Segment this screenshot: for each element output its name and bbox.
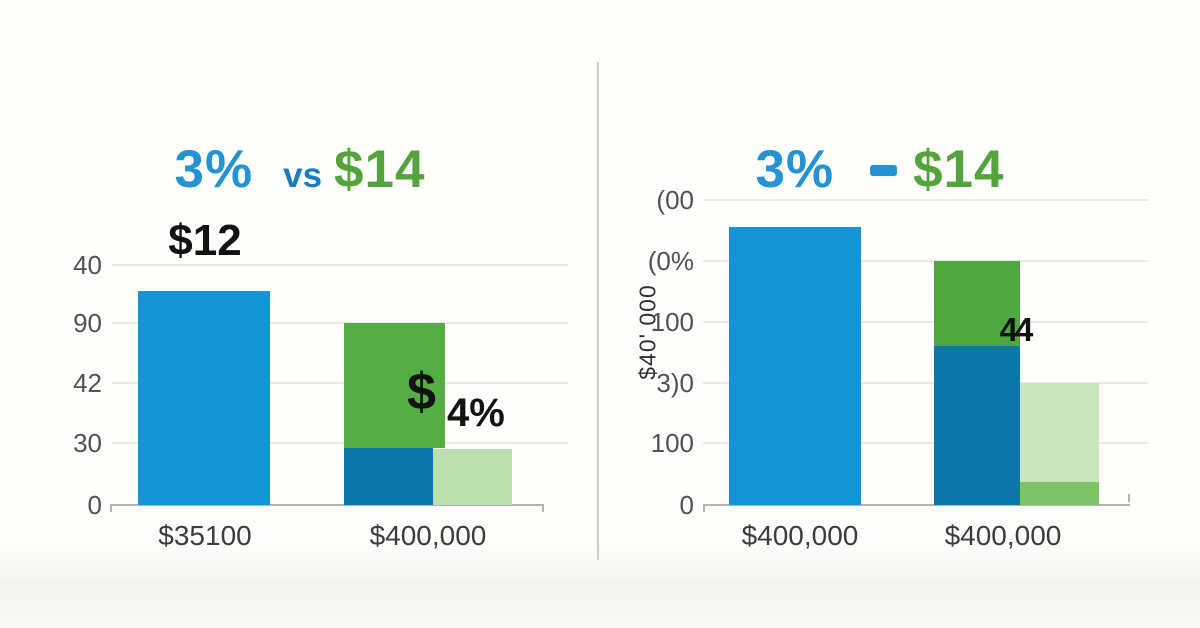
y-tick-label: 100 [650, 307, 694, 337]
gridline [703, 442, 1148, 444]
left-title-vs: vs [283, 156, 323, 195]
gridline [112, 264, 568, 266]
x-category-label: $35100 [158, 520, 252, 551]
y-tick-label: 40 [73, 250, 102, 280]
percent-annotation: 4% [447, 391, 505, 435]
y-tick-label: 100 [650, 428, 694, 458]
axis-tick [703, 504, 705, 512]
y-tick-label: (00 [656, 185, 694, 215]
left-chart-title: 3% vs $14 [40, 140, 560, 200]
green-bar [934, 261, 1020, 346]
x-category-label: $400,000 [369, 520, 487, 551]
axis-tick [542, 504, 544, 512]
left-title-percent: 3% [174, 140, 254, 199]
gridline [703, 321, 1148, 323]
dollar-annotation: $ [407, 363, 436, 421]
x-axis-line [110, 504, 544, 506]
y-tick-label: 90 [73, 308, 102, 338]
dark-blue-bar [934, 346, 1020, 505]
blue-bar [729, 227, 861, 505]
axis-tick [110, 504, 112, 512]
right-title-percent: 3% [755, 140, 835, 199]
medium-green-bar [1020, 482, 1099, 505]
x-axis-line [703, 504, 1130, 506]
y-tick-label: 3)0 [656, 368, 694, 398]
left-title-amount: $14 [334, 140, 426, 199]
gridline [112, 442, 568, 444]
right-chart-title: 3% − $14 [620, 140, 1140, 200]
x-category-label: $400,000 [741, 520, 859, 551]
x-category-label: $400,000 [944, 520, 1062, 551]
gridline [112, 382, 568, 384]
gridline [703, 382, 1148, 384]
green-bar [344, 323, 445, 448]
panel-divider [597, 62, 599, 560]
dash-separator-icon: − [870, 164, 898, 176]
right-title-amount: $14 [913, 140, 1005, 199]
light-green-bar [433, 449, 512, 505]
y-tick-label: 42 [73, 368, 102, 398]
gridline [112, 322, 568, 324]
blue-bar [138, 291, 270, 505]
gridline [703, 260, 1148, 262]
y-tick-label: (0% [647, 246, 694, 276]
y-tick-label: 30 [73, 428, 102, 458]
bar-value-label: $12 [168, 216, 242, 265]
y-tick-label: 0 [679, 490, 694, 520]
value-annotation: 44 [999, 311, 1034, 348]
y-tick-label: 0 [87, 490, 102, 520]
light-green-bar [1020, 383, 1099, 482]
axis-tick [1128, 494, 1130, 502]
dark-blue-bar [344, 448, 433, 505]
gridline [703, 199, 1148, 201]
